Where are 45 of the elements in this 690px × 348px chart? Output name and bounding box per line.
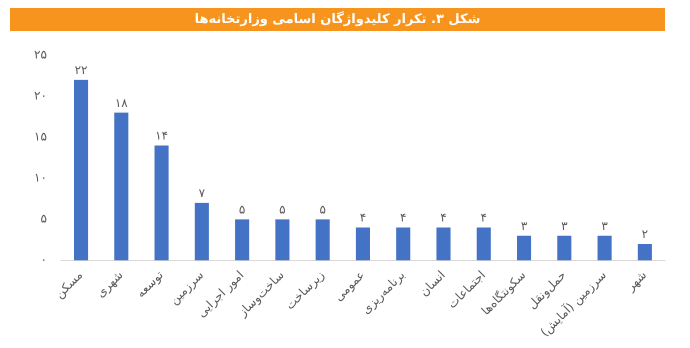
y-tick-label: ۲۰ bbox=[34, 88, 47, 102]
data-label: ۴ bbox=[360, 210, 366, 225]
y-tick-label: ۱۵ bbox=[34, 129, 47, 144]
x-tick-label: زیرساخت bbox=[282, 268, 328, 312]
bar bbox=[316, 219, 330, 260]
bar bbox=[396, 228, 410, 260]
data-label: ۴ bbox=[440, 210, 447, 225]
y-tick-label: ۵ bbox=[40, 211, 47, 226]
data-label: ۱۴ bbox=[155, 128, 168, 143]
bar bbox=[74, 80, 88, 260]
bar bbox=[275, 219, 290, 260]
x-tick-label: توسعه bbox=[134, 268, 166, 300]
data-label: ۵ bbox=[279, 202, 286, 216]
y-tick-label: ۲۵ bbox=[34, 47, 47, 62]
bar bbox=[356, 228, 370, 260]
y-tick-label: ۰ bbox=[40, 252, 47, 267]
data-label: ۷ bbox=[198, 186, 206, 200]
bar bbox=[194, 202, 209, 260]
data-label: ۳ bbox=[520, 218, 528, 233]
data-label: ۲ bbox=[642, 227, 648, 242]
y-tick-label: ۱۰ bbox=[34, 170, 47, 184]
x-tick-label: انسان bbox=[416, 268, 448, 299]
data-label: ۴ bbox=[480, 210, 487, 225]
bar bbox=[557, 236, 572, 260]
data-label: ۲۲ bbox=[74, 62, 88, 77]
x-tick-label: شهری bbox=[93, 268, 126, 300]
x-tick-label: مسکن bbox=[52, 268, 86, 302]
bar bbox=[436, 228, 451, 260]
data-label: ۵ bbox=[319, 202, 326, 216]
x-tick-label: سرزمین bbox=[166, 268, 206, 308]
bar bbox=[638, 244, 652, 260]
data-label: ۵ bbox=[238, 202, 246, 216]
x-tick-label: شهر bbox=[622, 268, 650, 294]
bar bbox=[114, 112, 128, 260]
bar bbox=[598, 236, 612, 260]
data-label: ۳ bbox=[561, 218, 568, 233]
x-tick-label: عمومی bbox=[331, 268, 368, 304]
bar bbox=[476, 228, 491, 260]
data-label: ۱۸ bbox=[114, 96, 128, 110]
chart-title: شکل ۳. تکرار کلیدواژگان اسامی وزارتخانه‌ها bbox=[10, 8, 665, 31]
bar bbox=[516, 236, 532, 260]
bar bbox=[154, 145, 169, 260]
data-label: ۴ bbox=[400, 210, 406, 225]
bar bbox=[235, 219, 250, 260]
data-label: ۳ bbox=[601, 218, 608, 233]
